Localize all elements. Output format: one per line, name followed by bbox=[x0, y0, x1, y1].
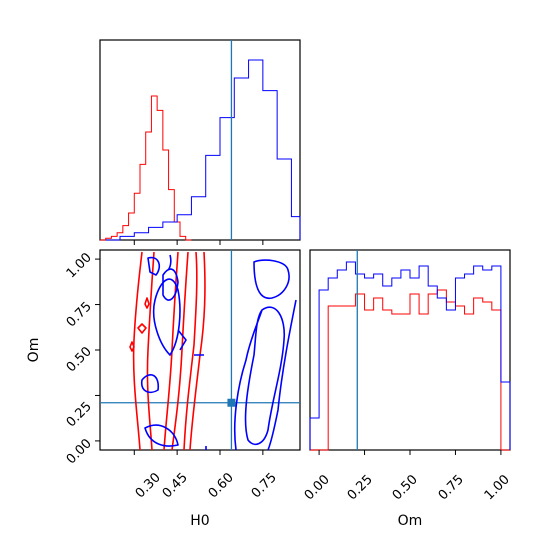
x-axis-label-h0: H0 bbox=[190, 513, 209, 529]
contour-line bbox=[233, 259, 297, 451]
h0-tick-label: 0.30 bbox=[133, 470, 164, 501]
om-y-tick-label: 1.00 bbox=[64, 250, 95, 281]
h0-om-contour-panel bbox=[99, 249, 301, 451]
histogram-series bbox=[309, 261, 511, 450]
contour-line bbox=[132, 251, 206, 451]
om-histogram-panel bbox=[309, 249, 511, 451]
x-axis-label-om: Om bbox=[398, 513, 423, 529]
histogram-series bbox=[310, 289, 510, 451]
h0-tick-label: 0.75 bbox=[249, 470, 280, 501]
om-x-tick-label: 0.50 bbox=[390, 472, 421, 503]
om-y-tick-label: 0.25 bbox=[64, 399, 95, 430]
y-axis-label-om: Om bbox=[26, 338, 42, 363]
h0-tick-label: 0.45 bbox=[160, 470, 191, 501]
om-y-tick-label: 0.75 bbox=[64, 299, 95, 330]
contour-line bbox=[129, 297, 150, 352]
om-y-tick-label: 0.50 bbox=[64, 344, 95, 375]
om-x-tick-label: 0.75 bbox=[436, 472, 467, 503]
om-x-tick-label: 1.00 bbox=[482, 472, 513, 503]
contour-line bbox=[244, 306, 286, 446]
histogram-series bbox=[100, 95, 192, 241]
contour-line bbox=[162, 254, 179, 301]
om-x-tick-label: 0.00 bbox=[302, 472, 333, 503]
histogram-series bbox=[105, 59, 301, 241]
truth-marker bbox=[227, 398, 236, 407]
contour-line bbox=[194, 354, 207, 450]
contour-line bbox=[140, 256, 187, 447]
om-x-tick-label: 0.25 bbox=[345, 472, 376, 503]
om-y-tick-label: 0.00 bbox=[64, 436, 95, 467]
h0-tick-label: 0.60 bbox=[206, 470, 237, 501]
h0-histogram-panel bbox=[99, 39, 301, 241]
